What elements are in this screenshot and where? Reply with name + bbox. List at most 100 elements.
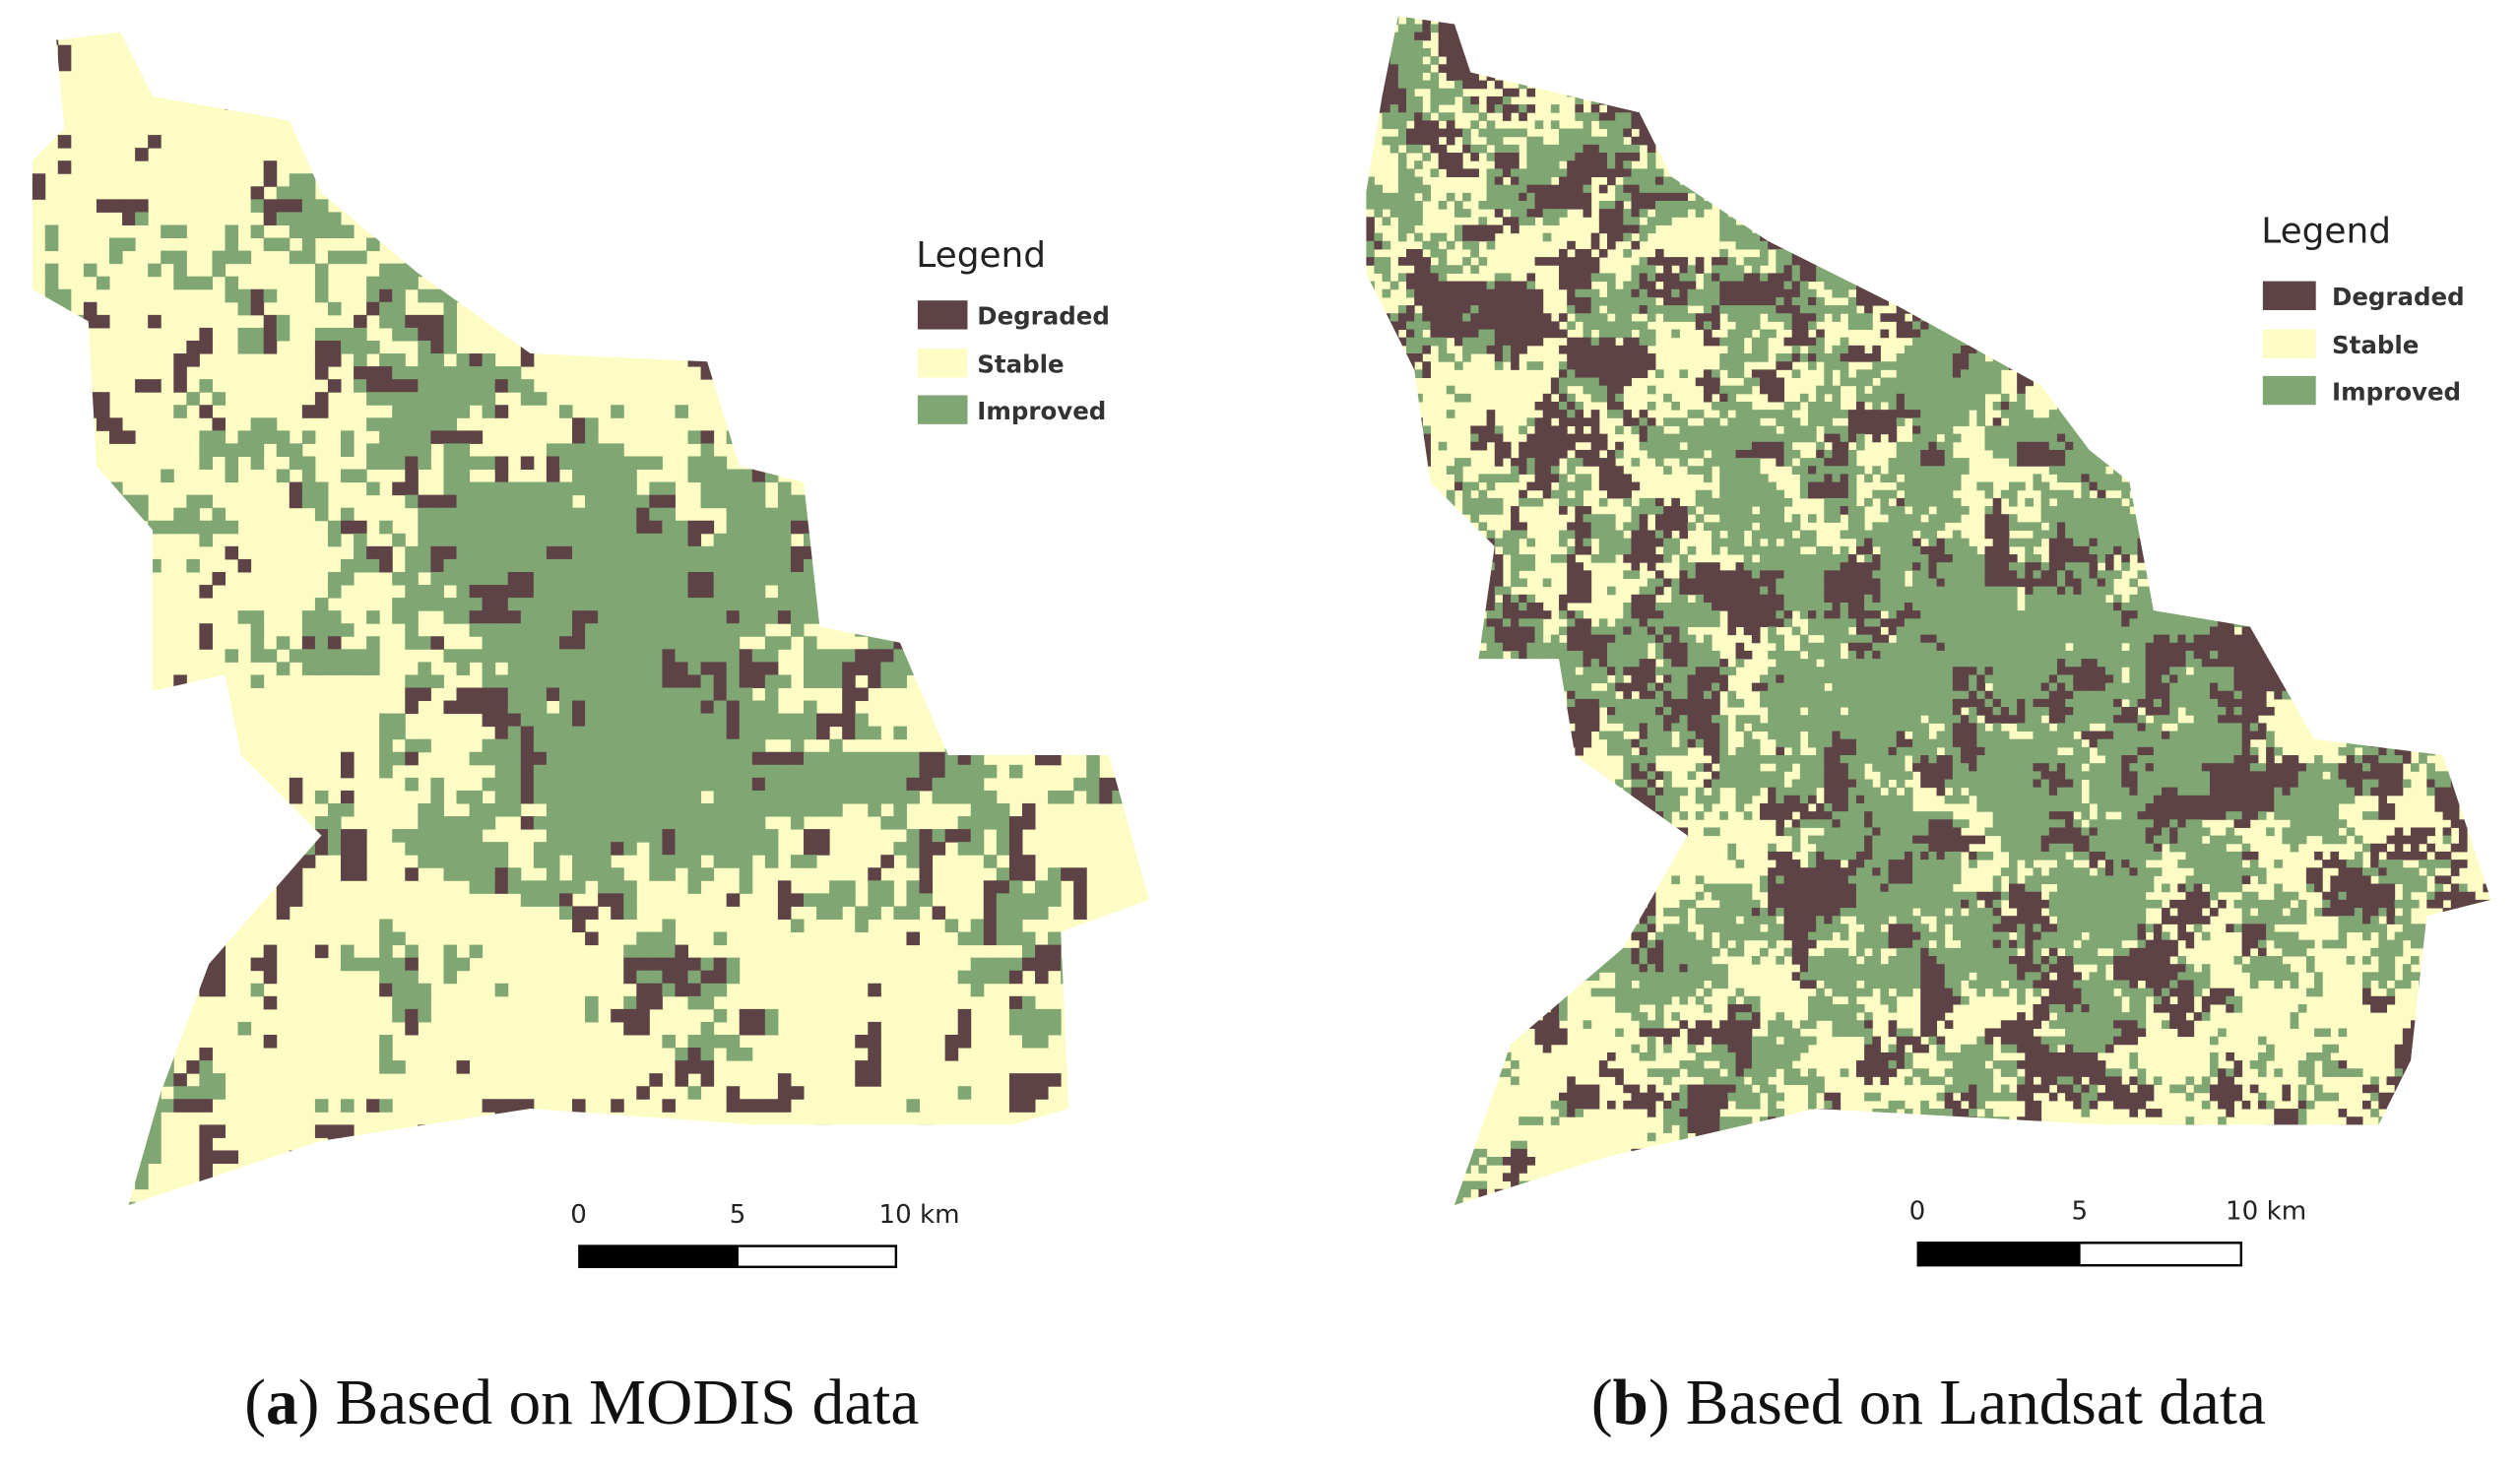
improved-patch bbox=[1615, 112, 1624, 121]
degraded-patch bbox=[2065, 176, 2074, 186]
improved-patch bbox=[405, 366, 419, 380]
improved-patch bbox=[1888, 144, 1898, 154]
improved-patch bbox=[392, 931, 406, 946]
improved-patch bbox=[1896, 144, 1906, 154]
improved-patch bbox=[1969, 47, 1977, 57]
improved-patch bbox=[1904, 112, 1913, 121]
degraded-patch bbox=[83, 1099, 97, 1113]
degraded-patch bbox=[1607, 112, 1616, 121]
improved-patch bbox=[148, 1048, 162, 1061]
improved-patch bbox=[2442, 96, 2452, 105]
improved-patch bbox=[1511, 56, 1519, 65]
improved-patch bbox=[2266, 120, 2275, 130]
improved-patch bbox=[700, 777, 715, 792]
improved-patch bbox=[263, 417, 278, 431]
degraded-patch bbox=[199, 405, 213, 418]
degraded-patch bbox=[2290, 192, 2299, 202]
improved-patch bbox=[649, 456, 663, 471]
improved-patch bbox=[186, 829, 200, 843]
improved-patch bbox=[1374, 16, 1384, 25]
improved-patch bbox=[675, 855, 689, 868]
improved-patch bbox=[1462, 96, 1471, 105]
degraded-patch bbox=[1607, 217, 1616, 225]
degraded-patch bbox=[804, 327, 817, 342]
degraded-patch bbox=[983, 379, 998, 393]
degraded-patch bbox=[1099, 790, 1113, 804]
degraded-patch bbox=[148, 802, 162, 817]
improved-patch bbox=[1021, 995, 1036, 1010]
degraded-patch bbox=[1671, 112, 1680, 121]
improved-patch bbox=[2218, 64, 2227, 73]
degraded-patch bbox=[1639, 200, 1648, 210]
improved-patch bbox=[649, 571, 663, 586]
improved-patch bbox=[1073, 469, 1087, 483]
improved-patch bbox=[327, 533, 342, 547]
improved-patch bbox=[507, 636, 522, 650]
degraded-patch bbox=[1631, 80, 1641, 90]
improved-patch bbox=[572, 880, 586, 894]
degraded-patch bbox=[1663, 192, 1672, 202]
improved-patch bbox=[392, 353, 406, 367]
degraded-patch bbox=[1048, 957, 1062, 972]
improved-patch bbox=[868, 777, 881, 792]
degraded-patch bbox=[1073, 520, 1087, 535]
improved-patch bbox=[1021, 636, 1036, 650]
improved-patch bbox=[1125, 520, 1138, 535]
improved-patch bbox=[1920, 200, 1929, 210]
improved-patch bbox=[1631, 72, 1641, 82]
improved-patch bbox=[1687, 144, 1697, 154]
improved-patch bbox=[558, 494, 573, 509]
improved-patch bbox=[546, 1188, 560, 1203]
degraded-patch bbox=[2450, 72, 2460, 82]
improved-patch bbox=[70, 970, 85, 985]
degraded-patch bbox=[2410, 32, 2420, 41]
degraded-patch bbox=[276, 829, 291, 843]
degraded-patch bbox=[700, 700, 715, 715]
improved-patch bbox=[430, 32, 444, 46]
improved-patch bbox=[1374, 39, 1384, 49]
improved-patch bbox=[1598, 136, 1608, 146]
improved-patch bbox=[482, 623, 496, 637]
improved-patch bbox=[623, 790, 637, 804]
improved-patch bbox=[1008, 1008, 1023, 1023]
improved-patch bbox=[636, 931, 650, 946]
degraded-patch bbox=[700, 585, 715, 599]
improved-patch bbox=[764, 520, 779, 535]
improved-patch bbox=[2226, 192, 2234, 202]
improved-patch bbox=[57, 983, 72, 997]
improved-patch bbox=[1061, 481, 1074, 496]
degraded-patch bbox=[2419, 39, 2427, 49]
improved-patch bbox=[751, 738, 766, 753]
improved-patch bbox=[1542, 153, 1552, 161]
improved-patch bbox=[314, 481, 329, 496]
degraded-patch bbox=[2257, 24, 2267, 33]
degraded-patch bbox=[1575, 104, 1584, 113]
degraded-patch bbox=[2386, 64, 2396, 73]
degraded-patch bbox=[2475, 24, 2484, 33]
improved-patch bbox=[1654, 72, 1664, 82]
degraded-patch bbox=[893, 250, 907, 265]
improved-patch bbox=[713, 700, 728, 715]
improved-patch bbox=[418, 405, 431, 418]
improved-patch bbox=[1550, 209, 1560, 218]
improved-patch bbox=[2378, 136, 2387, 146]
improved-patch bbox=[675, 738, 689, 753]
improved-patch bbox=[2249, 72, 2259, 82]
degraded-patch bbox=[1430, 144, 1440, 154]
improved-patch bbox=[957, 777, 972, 792]
improved-patch bbox=[2434, 176, 2444, 186]
improved-patch bbox=[405, 983, 419, 997]
improved-patch bbox=[1768, 112, 1777, 121]
improved-patch bbox=[1567, 153, 1576, 161]
improved-patch bbox=[906, 1099, 921, 1113]
improved-patch bbox=[1462, 128, 1471, 138]
degraded-patch bbox=[1735, 136, 1745, 146]
improved-patch bbox=[1534, 168, 1544, 178]
improved-patch bbox=[430, 224, 444, 239]
improved-patch bbox=[482, 288, 496, 303]
degraded-patch bbox=[1559, 200, 1568, 210]
improved-patch bbox=[932, 598, 946, 611]
degraded-patch bbox=[1086, 1060, 1100, 1074]
degraded-patch bbox=[2129, 200, 2139, 210]
degraded-patch bbox=[289, 777, 303, 792]
